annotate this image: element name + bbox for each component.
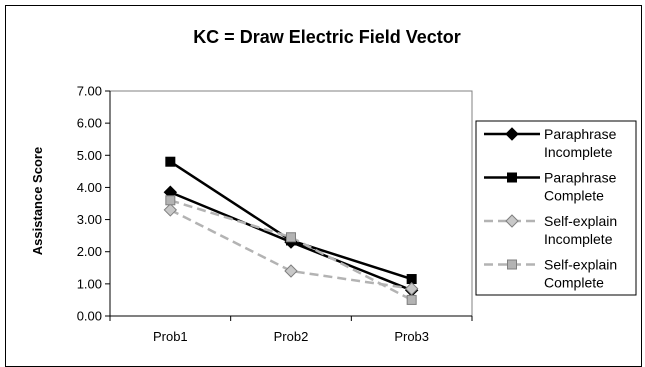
- legend-box: [475, 120, 637, 296]
- series-line: [169, 208, 412, 290]
- legend-label: Incomplete: [544, 144, 613, 160]
- y-tick-label: 7.00: [77, 84, 102, 99]
- data-point: [284, 264, 298, 278]
- plot-area: 0.00 1.00 2.00 3.00 4.00 5.00 6.00 7.00 Prob1 Pro…: [77, 84, 473, 344]
- y-tick-label: 1.00: [77, 276, 102, 291]
- chart-title: KC = Draw Electric Field Vector: [193, 27, 461, 47]
- legend-label: Paraphrase: [544, 170, 617, 186]
- data-point: [165, 195, 176, 206]
- y-axis-title: Assistance Score: [30, 147, 45, 255]
- data-point: [165, 156, 176, 167]
- x-tick-label: Prob1: [153, 329, 188, 344]
- y-tick-label: 6.00: [77, 116, 102, 131]
- legend-label: Self-explain: [544, 213, 617, 229]
- legend-label: Incomplete: [544, 231, 613, 247]
- plot-area-border: [109, 90, 473, 317]
- legend-marker: [505, 127, 519, 141]
- legend-label: Self-explain: [544, 257, 617, 273]
- series-line: [169, 199, 413, 302]
- legend-marker: [505, 214, 519, 228]
- data-point: [404, 281, 419, 296]
- y-tick-label: 5.00: [77, 148, 102, 163]
- legend-label: Complete: [544, 275, 604, 291]
- x-tick-label: Prob2: [274, 329, 309, 344]
- y-tick-label: 3.00: [77, 212, 102, 227]
- series-line: [169, 160, 413, 281]
- legend-label: Paraphrase: [544, 126, 617, 142]
- legend: Paraphrase Incomplete Paraphrase Complete Se…: [475, 120, 637, 296]
- legend-marker: [507, 172, 517, 183]
- x-tick-label: Prob3: [394, 329, 429, 344]
- legend-label: Complete: [544, 188, 604, 204]
- y-tick-label: 0.00: [77, 309, 102, 324]
- legend-marker: [507, 259, 517, 270]
- data-point: [286, 232, 296, 243]
- y-tick-label: 2.00: [77, 244, 102, 259]
- data-point: [406, 294, 417, 305]
- data-point: [163, 203, 178, 217]
- y-tick-label: 4.00: [77, 180, 102, 195]
